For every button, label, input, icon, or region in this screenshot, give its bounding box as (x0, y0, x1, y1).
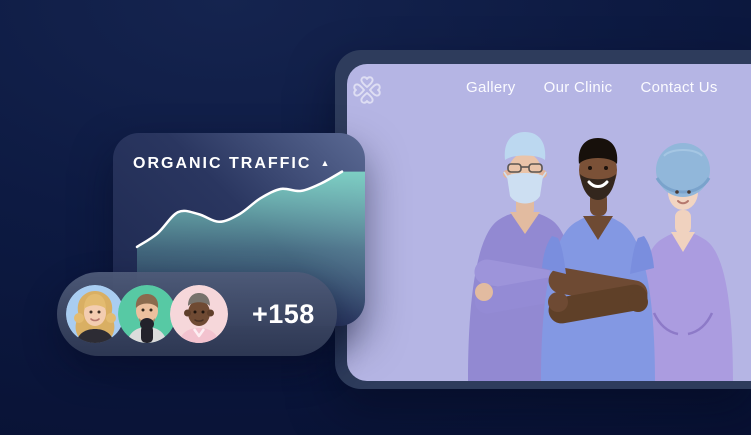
avatar-woman-blonde (66, 285, 124, 343)
avatar-older-man (170, 285, 228, 343)
trend-up-icon: ▲ (320, 157, 332, 168)
clinic-website-page: Gallery Our Clinic Contact Us (347, 64, 751, 381)
nav-link-contact-us[interactable]: Contact Us (640, 79, 718, 96)
nurse-right (633, 143, 733, 381)
traffic-card-title: ORGANIC TRAFFIC (133, 155, 312, 172)
visitor-count: +158 (252, 298, 315, 329)
visitors-pill: +158 (57, 272, 337, 356)
clinic-team-photo (468, 132, 733, 381)
nav-link-gallery[interactable]: Gallery (466, 79, 516, 96)
clinic-website-card: Gallery Our Clinic Contact Us (335, 50, 751, 389)
heart-clover-logo[interactable] (352, 75, 382, 105)
site-navigation: Gallery Our Clinic Contact Us (466, 79, 718, 96)
nav-link-our-clinic[interactable]: Our Clinic (543, 79, 613, 96)
avatar-man-beard (118, 285, 176, 343)
doctor-center (541, 138, 655, 381)
traffic-card-header: ORGANIC TRAFFIC ▲ (133, 155, 331, 173)
